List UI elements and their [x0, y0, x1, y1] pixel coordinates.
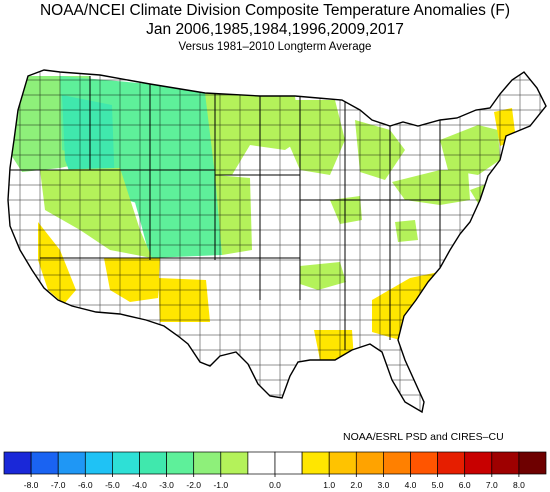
legend-swatch	[193, 451, 222, 475]
legend-tick-label: 1.0	[323, 480, 335, 490]
legend-tick-label: 6.0	[459, 480, 471, 490]
region-indiana-kentucky	[395, 220, 418, 242]
legend-tick-label: -7.0	[51, 480, 66, 490]
us-anomaly-map	[7, 69, 547, 413]
region-wyoming-colorado	[120, 150, 222, 258]
legend-swatch	[328, 451, 357, 475]
legend-tick-label: -4.0	[132, 480, 147, 490]
legend-swatch	[166, 451, 195, 475]
region-northern-plains	[205, 93, 300, 175]
legend-tick-label: 7.0	[486, 480, 498, 490]
map-title: NOAA/NCEI Climate Division Composite Tem…	[39, 2, 511, 19]
legend-tick-label: 3.0	[377, 480, 389, 490]
legend-tick-label: 4.0	[405, 480, 417, 490]
legend-tick-label: 2.0	[350, 480, 362, 490]
legend-swatch	[112, 451, 140, 475]
legend-swatch	[57, 451, 86, 475]
legend-swatch	[355, 451, 384, 475]
region-southern-california	[38, 222, 76, 304]
credit-text: NOAA/ESRL PSD and CIRES–CU	[343, 431, 504, 443]
legend-swatch	[139, 451, 167, 475]
legend-tick-label: -2.0	[186, 480, 201, 490]
legend-tick-label: -3.0	[159, 480, 174, 490]
map-subtitle-baseline: Versus 1981–2010 Longterm Average	[178, 41, 372, 53]
legend-tick-label: 5.0	[432, 480, 444, 490]
legend-swatch	[247, 451, 276, 475]
legend-swatch	[30, 451, 59, 475]
map-subtitle-years: Jan 2006,1985,1984,1996,2009,2017	[146, 21, 404, 38]
region-pennsylvania-ny	[440, 125, 500, 175]
legend-swatch	[491, 451, 520, 475]
legend-tick-label: -6.0	[78, 480, 93, 490]
legend-tick-label: 0.0	[269, 480, 281, 490]
legend-swatch	[518, 451, 547, 475]
legend-tick-label: -1.0	[213, 480, 228, 490]
legend-swatch	[464, 451, 493, 475]
legend-tick-label: -5.0	[105, 480, 120, 490]
legend-swatch	[274, 451, 303, 475]
legend-tick-label: 8.0	[513, 480, 525, 490]
region-arizona	[104, 258, 160, 302]
region-new-mexico	[158, 278, 210, 322]
legend-tick-label: -8.0	[24, 480, 39, 490]
legend-swatch	[84, 451, 113, 475]
region-missouri-illinois	[330, 196, 362, 224]
legend-swatch	[220, 451, 249, 475]
region-louisiana	[314, 330, 354, 360]
legend-swatch	[383, 451, 411, 475]
color-scale-legend: -8.0 -7.0 -6.0 -5.0 -4.0 -3.0 -2.0 -1.0 0.0 1.0 2.…	[3, 451, 547, 490]
legend-swatch	[3, 451, 32, 475]
region-ohio-valley	[392, 170, 470, 205]
legend-swatch	[437, 451, 466, 475]
legend-swatch	[301, 451, 330, 475]
legend-swatch	[410, 451, 438, 475]
region-great-basin-east	[40, 168, 152, 258]
region-ark-okla	[300, 262, 346, 290]
